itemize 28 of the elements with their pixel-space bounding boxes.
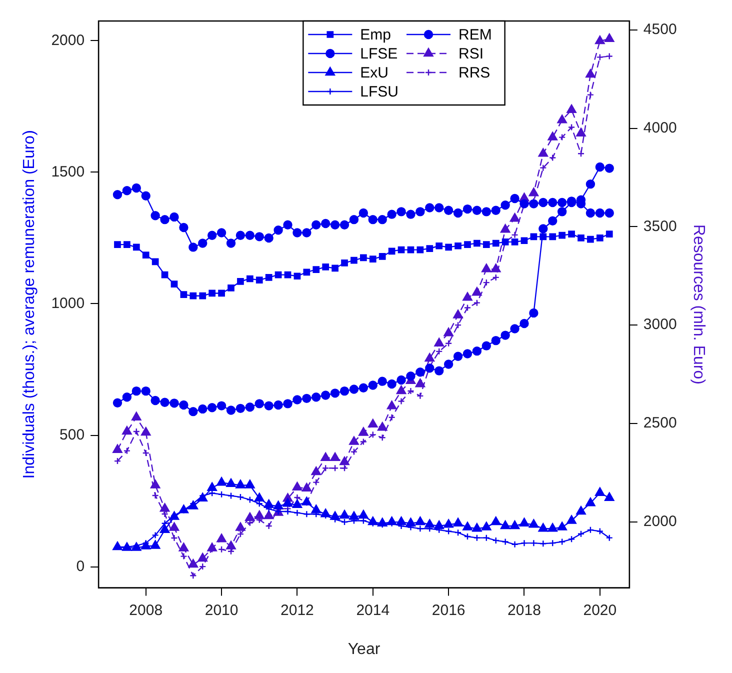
y2-tick-label: 4500 bbox=[643, 20, 677, 38]
legend-label: ExU bbox=[360, 64, 389, 82]
x-tick-label: 2020 bbox=[583, 602, 617, 619]
y-tick-label: 1000 bbox=[51, 294, 85, 312]
x-tick-label: 2018 bbox=[508, 602, 541, 619]
x-tick-label: 2010 bbox=[204, 602, 238, 619]
legend-label: REM bbox=[458, 26, 492, 44]
x-axis-title: Year bbox=[348, 640, 381, 658]
x-tick-label: 2016 bbox=[432, 602, 466, 619]
y2-axis-title: Resources (mln. Euro) bbox=[690, 224, 707, 384]
x-tick-label: 2008 bbox=[129, 602, 163, 619]
y2-tick-label: 3500 bbox=[643, 218, 677, 235]
legend-label: RRS bbox=[458, 64, 490, 82]
legend-label: LFSU bbox=[360, 84, 399, 101]
y-tick-label: 1500 bbox=[51, 163, 85, 180]
legend-label: RSI bbox=[458, 46, 484, 63]
y-tick-label: 2000 bbox=[51, 32, 85, 49]
x-tick-label: 2014 bbox=[356, 602, 390, 619]
y-axis-title: Individuals (thous.); average remuneration (Euro) bbox=[21, 130, 38, 479]
y2-tick-label: 4000 bbox=[643, 119, 677, 136]
y-tick-label: 500 bbox=[60, 426, 85, 444]
y2-tick-label: 3000 bbox=[643, 316, 677, 334]
legend-label: Emp bbox=[360, 26, 392, 44]
y2-tick-label: 2500 bbox=[643, 414, 677, 432]
y-tick-label: 0 bbox=[76, 558, 85, 575]
x-tick-label: 2012 bbox=[280, 602, 314, 619]
legend-label: LFSE bbox=[360, 46, 398, 63]
y2-tick-label: 2000 bbox=[643, 513, 677, 530]
